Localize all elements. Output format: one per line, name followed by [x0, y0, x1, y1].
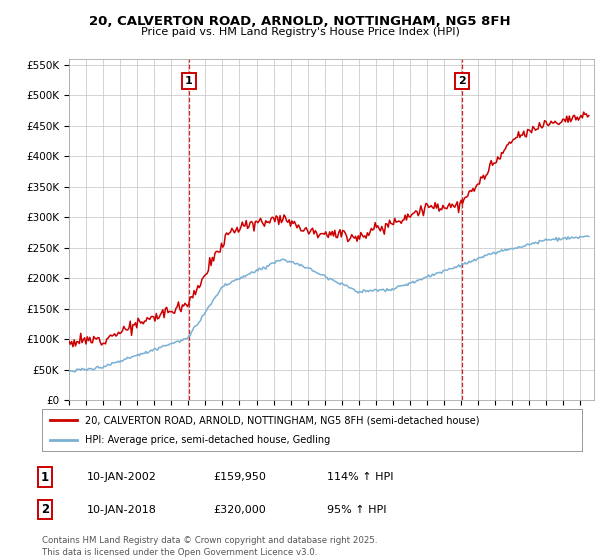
Text: Contains HM Land Registry data © Crown copyright and database right 2025.
This d: Contains HM Land Registry data © Crown c… [42, 536, 377, 557]
Text: 95% ↑ HPI: 95% ↑ HPI [327, 505, 386, 515]
Text: 2: 2 [41, 503, 49, 516]
Text: Price paid vs. HM Land Registry's House Price Index (HPI): Price paid vs. HM Land Registry's House … [140, 27, 460, 37]
Text: 1: 1 [185, 76, 193, 86]
Text: £159,950: £159,950 [213, 472, 266, 482]
Text: 1: 1 [41, 470, 49, 484]
Text: £320,000: £320,000 [213, 505, 266, 515]
Text: 20, CALVERTON ROAD, ARNOLD, NOTTINGHAM, NG5 8FH (semi-detached house): 20, CALVERTON ROAD, ARNOLD, NOTTINGHAM, … [85, 415, 480, 425]
Text: 10-JAN-2002: 10-JAN-2002 [87, 472, 157, 482]
Text: 2: 2 [458, 76, 466, 86]
Text: 20, CALVERTON ROAD, ARNOLD, NOTTINGHAM, NG5 8FH: 20, CALVERTON ROAD, ARNOLD, NOTTINGHAM, … [89, 15, 511, 28]
Text: 114% ↑ HPI: 114% ↑ HPI [327, 472, 394, 482]
Text: 10-JAN-2018: 10-JAN-2018 [87, 505, 157, 515]
Text: HPI: Average price, semi-detached house, Gedling: HPI: Average price, semi-detached house,… [85, 435, 331, 445]
